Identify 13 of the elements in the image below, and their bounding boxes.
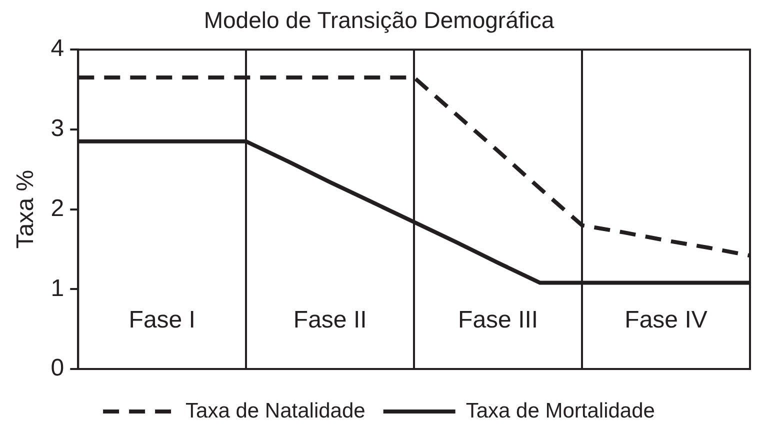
y-tick-label: 1 bbox=[50, 274, 64, 302]
y-tick-label: 3 bbox=[50, 115, 64, 142]
legend-label: Taxa de Mortalidade bbox=[466, 399, 655, 422]
y-tick-label: 4 bbox=[50, 35, 64, 62]
x-tick-label: Fase II bbox=[293, 306, 367, 334]
y-tick-label: 0 bbox=[50, 354, 64, 382]
y-axis-title: Taxa % bbox=[12, 170, 40, 249]
x-tick-label: Fase III bbox=[458, 306, 538, 334]
y-tick-label: 2 bbox=[50, 194, 64, 222]
x-tick-label: Fase I bbox=[128, 306, 196, 334]
chart-title: Modelo de Transição Demográfica bbox=[204, 7, 554, 34]
legend-label: Taxa de Natalidade bbox=[186, 399, 366, 422]
x-tick-label: Fase IV bbox=[624, 306, 708, 334]
